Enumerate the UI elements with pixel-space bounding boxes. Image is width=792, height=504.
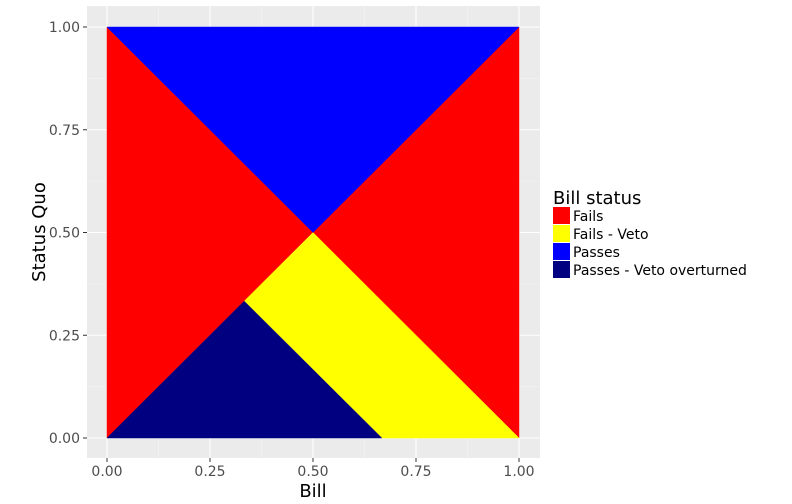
- legend-label: Fails: [573, 209, 603, 225]
- y-tick-label: 0.75: [49, 123, 80, 139]
- legend-title: Bill status: [553, 188, 641, 209]
- x-tick-label: 0.75: [400, 464, 431, 480]
- x-axis: 0.00 0.25 0.50 0.75 1.00: [91, 458, 535, 480]
- x-tick-label: 0.50: [297, 464, 328, 480]
- y-tick-label: 0.25: [49, 328, 80, 344]
- region-passes: [106, 26, 520, 233]
- x-tick-label: 0.25: [194, 464, 225, 480]
- legend-swatch: [553, 261, 570, 278]
- legend: Bill status Fails Fails - Veto Passes Passe…: [553, 188, 747, 279]
- legend-swatch: [553, 207, 570, 224]
- legend-swatch: [553, 225, 570, 242]
- legend-swatch: [553, 243, 570, 260]
- y-tick-label: 0.50: [49, 226, 80, 242]
- plot-regions: [106, 26, 520, 439]
- legend-label: Passes - Veto overturned: [573, 263, 747, 279]
- y-axis-title: Status Quo: [29, 182, 50, 282]
- legend-label: Fails - Veto: [573, 227, 649, 243]
- x-tick-label: 1.00: [503, 464, 534, 480]
- y-axis: 0.00 0.25 0.50 0.75 1.00: [49, 20, 87, 447]
- x-axis-title: Bill: [299, 481, 326, 502]
- legend-items: Fails Fails - Veto Passes Passes - Veto ove…: [553, 207, 747, 279]
- legend-label: Passes: [573, 245, 620, 261]
- y-tick-label: 0.00: [49, 431, 80, 447]
- y-tick-label: 1.00: [49, 20, 80, 36]
- region-passes-veto-overturned: [106, 300, 383, 439]
- x-tick-label: 0.00: [91, 464, 122, 480]
